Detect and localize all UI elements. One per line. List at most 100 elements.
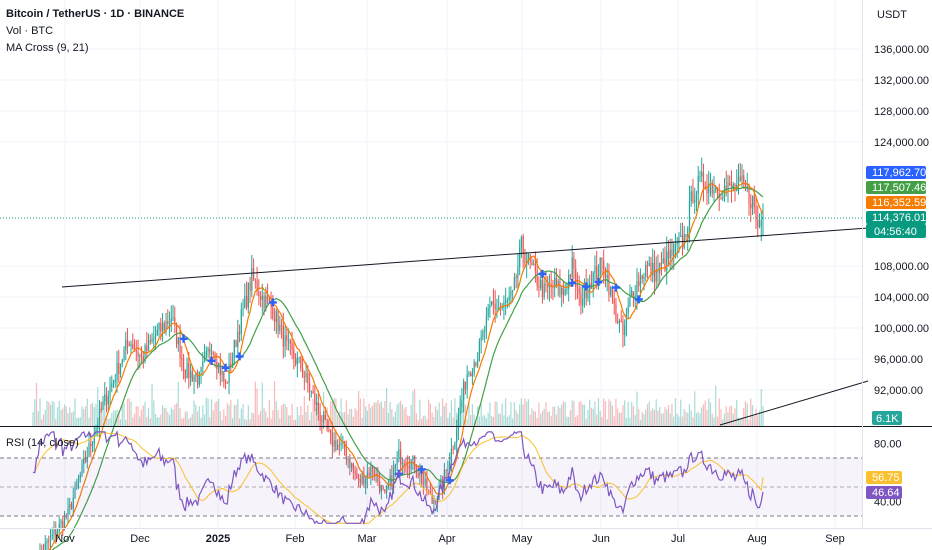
volume-bar xyxy=(393,416,395,426)
time-axis[interactable]: Nov Dec 2025 Feb Mar Apr May Jun Jul Aug Sep xyxy=(55,533,845,545)
candle-body xyxy=(694,200,696,203)
candle-body xyxy=(487,308,489,317)
volume-bar xyxy=(119,419,122,426)
candle-body xyxy=(189,371,192,378)
candle-body xyxy=(163,323,165,330)
volume-bar xyxy=(279,418,281,426)
price-tag: 117,962.70 xyxy=(872,167,926,179)
volume-bar xyxy=(692,417,694,426)
candle-body xyxy=(650,262,652,276)
candle-body xyxy=(286,335,288,341)
volume-legend[interactable]: Vol · BTC xyxy=(6,25,54,37)
volume-bar xyxy=(739,419,741,426)
candle-body xyxy=(329,429,332,434)
volume-bar xyxy=(163,407,165,426)
candle-body xyxy=(501,307,503,309)
time-tick-label: Jul xyxy=(671,533,685,545)
volume-bar xyxy=(592,408,594,426)
symbol-title[interactable]: Bitcoin / TetherUS · 1D · BINANCE xyxy=(6,8,184,20)
volume-bar xyxy=(343,412,346,426)
candle-body xyxy=(464,381,467,390)
rsi-legend[interactable]: RSI (14, close) xyxy=(6,437,79,449)
volume-bar xyxy=(711,413,713,426)
volume-bar xyxy=(287,415,290,426)
candle-body xyxy=(758,226,761,228)
candle-body xyxy=(435,500,437,503)
rsi-tag-bg xyxy=(866,471,902,484)
rsi-axis[interactable]: 80.00 40.00 xyxy=(874,439,902,509)
candle-body xyxy=(557,280,559,286)
volume-bar xyxy=(410,404,412,426)
candle-body xyxy=(126,340,129,344)
volume-bar xyxy=(263,408,265,426)
volume-bar xyxy=(42,414,45,426)
volume-bar xyxy=(685,411,687,426)
volume-bar xyxy=(520,398,523,426)
volume-bar xyxy=(541,411,544,426)
price-axis[interactable]: 136,000.00 132,000.00 128,000.00 124,000.00… xyxy=(874,44,929,397)
candle-body xyxy=(79,474,81,480)
volume-bar xyxy=(380,401,382,426)
candle-body xyxy=(646,265,649,267)
volume-bar xyxy=(645,409,647,426)
candle-body xyxy=(408,466,410,469)
volume-bar xyxy=(37,411,39,426)
volume-bar xyxy=(32,412,34,426)
volume-bar xyxy=(298,415,300,426)
candle-body xyxy=(548,284,551,288)
volume-bar xyxy=(358,391,360,426)
candle-body xyxy=(603,260,605,269)
volume-bar xyxy=(753,416,755,426)
time-tick-label: Apr xyxy=(438,533,455,545)
volume-bar xyxy=(522,404,524,426)
volume-bar xyxy=(639,419,642,426)
candle-body xyxy=(596,265,598,279)
candle-body xyxy=(496,308,498,310)
candle-body xyxy=(468,373,470,375)
volume-bar xyxy=(694,391,696,426)
volume-bar xyxy=(191,413,193,426)
candle-body xyxy=(373,470,375,477)
currency-label[interactable]: USDT xyxy=(877,9,907,21)
candle-body xyxy=(473,362,475,374)
candle-body xyxy=(688,200,691,229)
volume-bar xyxy=(202,405,204,426)
volume-bar xyxy=(436,409,438,426)
candle-body xyxy=(235,339,237,347)
volume-bar xyxy=(424,415,426,426)
volume-bar xyxy=(725,406,727,426)
ma-cross-legend[interactable]: MA Cross (9, 21) xyxy=(6,42,89,54)
candle-body xyxy=(384,489,386,493)
volume-bar xyxy=(44,409,46,426)
candle-body xyxy=(182,358,185,371)
volume-bar xyxy=(407,415,409,426)
ma-cross-marker xyxy=(445,476,454,485)
volume-bar xyxy=(72,411,74,426)
candle-body xyxy=(706,188,708,194)
volume-bar xyxy=(652,408,654,426)
volume-bar xyxy=(650,410,652,426)
rsi-pane xyxy=(0,429,862,526)
volume-bar xyxy=(396,404,398,426)
candle-body xyxy=(196,375,199,385)
candle-body xyxy=(510,291,512,297)
rsi-tag-bg xyxy=(866,486,902,499)
candle-body xyxy=(340,442,342,446)
candle-body xyxy=(105,394,108,405)
candle-body xyxy=(49,536,52,542)
volume-bar xyxy=(133,413,136,426)
lower-trendline[interactable] xyxy=(719,380,869,426)
candle-body xyxy=(287,340,290,342)
candle-body xyxy=(65,516,67,518)
candle-body xyxy=(660,262,663,264)
candle-body xyxy=(449,461,451,470)
upper-trendline[interactable] xyxy=(61,227,869,288)
volume-bar xyxy=(578,401,580,426)
volume-bar xyxy=(688,403,691,426)
candle-body xyxy=(741,175,743,181)
candle-body xyxy=(739,176,741,181)
volume-bar xyxy=(132,417,134,426)
candle-body xyxy=(503,302,505,308)
volume-bar xyxy=(280,405,283,426)
